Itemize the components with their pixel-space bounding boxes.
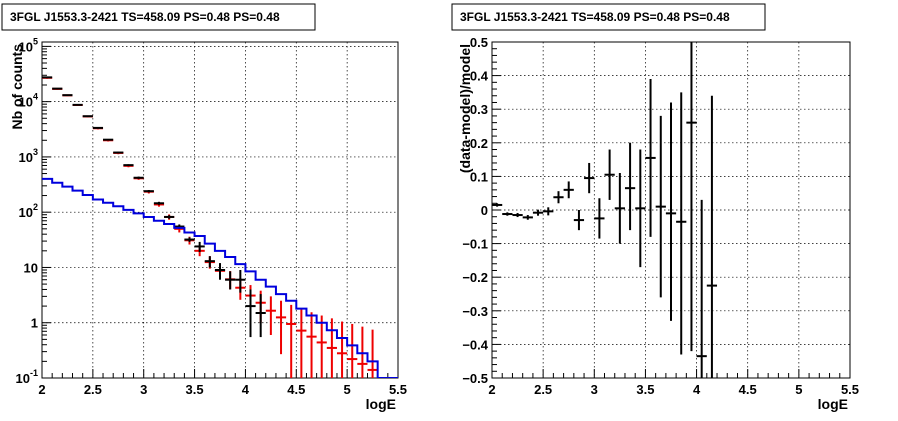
y-tick-label: −0.1 (462, 237, 488, 252)
y-tick-label: 102 (19, 202, 38, 220)
x-axis-title: logE (366, 396, 396, 412)
title-box (1, 3, 316, 31)
y-tick-label: 0.4 (470, 69, 489, 84)
data-layer (42, 76, 398, 378)
y-tick-label: 0.3 (470, 102, 488, 117)
x-tick-label: 4 (242, 382, 250, 397)
x-tick-label: 4.5 (739, 382, 757, 397)
chart-title: 3FGL J1553.3-2421 TS=458.09 PS=0.48 PS=0… (460, 10, 730, 24)
x-tick-label: 2 (488, 382, 495, 397)
y-tick-label: 0 (481, 203, 488, 218)
y-tick-label: −0.4 (462, 337, 488, 352)
x-tick-label: 5 (795, 382, 802, 397)
series-2 (42, 177, 398, 378)
y-tick-label: 1 (31, 316, 38, 331)
y-tick-label: 105 (19, 36, 38, 54)
chart-title: 3FGL J1553.3-2421 TS=458.09 PS=0.48 PS=0… (10, 10, 280, 24)
y-tick-label: 103 (19, 147, 38, 165)
x-tick-label: 3.5 (186, 382, 204, 397)
counts-panel: 3FGL J1553.3-2421 TS=458.09 PS=0.48 PS=0… (1, 3, 407, 412)
series-0 (42, 76, 378, 378)
y-tick-label: −0.3 (462, 304, 488, 319)
y-tick-label: 0.2 (470, 136, 488, 151)
y-axis-title: Nb of counts (9, 44, 25, 130)
x-tick-label: 4.5 (287, 382, 305, 397)
x-tick-label: 3 (140, 382, 147, 397)
x-tick-label: 5 (344, 382, 351, 397)
y-tick-label: 0.1 (470, 169, 488, 184)
x-tick-label: 5.5 (841, 382, 859, 397)
data-layer (492, 42, 718, 378)
series-1 (42, 76, 266, 338)
title-box (451, 3, 766, 31)
x-tick-label: 4 (693, 382, 701, 397)
x-tick-label: 3 (591, 382, 598, 397)
x-tick-label: 2.5 (534, 382, 552, 397)
y-tick-label: −0.2 (462, 270, 488, 285)
y-tick-label: 10-1 (16, 368, 38, 386)
model-step-line (42, 177, 398, 378)
x-axis-title: logE (818, 396, 848, 412)
x-tick-label: 2 (38, 382, 45, 397)
x-tick-label: 3.5 (636, 382, 654, 397)
series-0 (492, 42, 718, 378)
x-tick-label: 2.5 (84, 382, 102, 397)
y-tick-label: −0.5 (462, 371, 488, 386)
x-tick-label: 5.5 (389, 382, 407, 397)
y-tick-label: 0.5 (470, 35, 488, 50)
y-tick-label: 10 (24, 260, 38, 275)
y-axis-title: (data-model)/model (457, 44, 473, 173)
y-tick-label: 104 (19, 92, 38, 110)
plot-frame (41, 41, 399, 379)
residuals-panel: 3FGL J1553.3-2421 TS=458.09 PS=0.48 PS=0… (451, 3, 859, 412)
